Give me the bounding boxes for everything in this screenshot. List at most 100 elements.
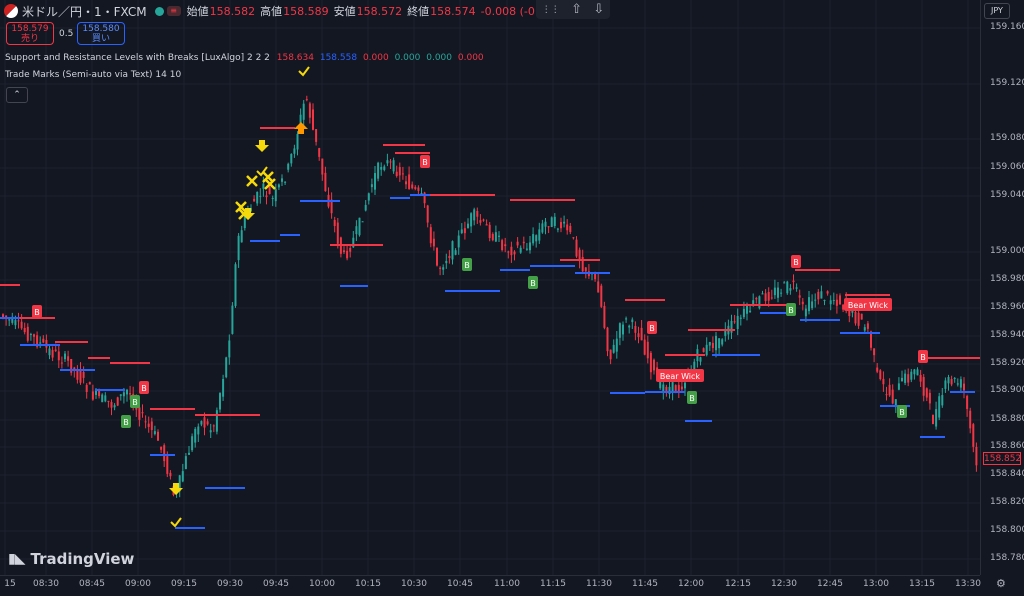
close-marker-icon bbox=[246, 175, 258, 187]
symbol-title[interactable]: 米ドル／円・1・FXCM bbox=[22, 4, 147, 19]
candle bbox=[330, 192, 333, 219]
candle bbox=[777, 281, 779, 303]
settings-gear-icon[interactable]: ⚙ bbox=[996, 577, 1006, 590]
currency-flag-icon bbox=[4, 4, 18, 18]
candle bbox=[646, 335, 649, 364]
arrow-up-marker-icon bbox=[294, 122, 308, 134]
candle bbox=[702, 347, 705, 353]
candle bbox=[907, 368, 910, 387]
check-marker-icon bbox=[170, 517, 182, 528]
svg-text:B: B bbox=[920, 353, 926, 362]
price-tick-label: 158.920 bbox=[990, 358, 1024, 368]
buy-price: 158.580 bbox=[82, 24, 120, 34]
tradingview-logo[interactable]: ▮◣ TradingView bbox=[8, 550, 134, 568]
candle bbox=[67, 350, 70, 367]
candle bbox=[91, 384, 94, 401]
candle bbox=[721, 338, 724, 347]
sell-button[interactable]: 158.579 売り bbox=[6, 22, 54, 45]
candle bbox=[913, 368, 916, 380]
buy-button[interactable]: 158.580 買い bbox=[77, 22, 125, 45]
candle bbox=[532, 227, 535, 246]
arrow-down-marker-icon bbox=[241, 208, 255, 220]
candle bbox=[637, 326, 640, 344]
candle bbox=[767, 287, 770, 307]
candle bbox=[609, 349, 612, 365]
svg-text:Bear Wick: Bear Wick bbox=[848, 301, 889, 310]
price-tick-label: 159.060 bbox=[990, 162, 1024, 172]
candle bbox=[761, 290, 764, 295]
candle bbox=[975, 442, 978, 472]
arrow-down-marker-icon bbox=[169, 483, 183, 495]
candle bbox=[783, 280, 786, 284]
visibility-icon[interactable]: ≡ bbox=[166, 6, 181, 16]
candle bbox=[240, 225, 243, 243]
arrow-down-icon[interactable]: ⇩ bbox=[593, 2, 605, 17]
candle bbox=[225, 356, 228, 379]
candle bbox=[234, 262, 237, 308]
indicator-legend-trademarks[interactable]: Trade Marks (Semi-auto via Text) 14 10 bbox=[5, 70, 181, 80]
candle bbox=[104, 392, 107, 403]
svg-text:B: B bbox=[141, 384, 147, 393]
collapse-legend-button[interactable]: ⌃ bbox=[6, 87, 28, 103]
drag-handle-icon[interactable]: ⋮⋮ bbox=[541, 4, 560, 15]
candle bbox=[153, 425, 156, 436]
svg-text:B: B bbox=[530, 279, 536, 288]
candle bbox=[612, 339, 615, 354]
candle bbox=[826, 290, 829, 296]
candle bbox=[897, 377, 900, 391]
time-tick-label: 09:15 bbox=[171, 579, 197, 589]
candle bbox=[504, 237, 507, 253]
arrow-up-icon[interactable]: ⇧ bbox=[571, 2, 582, 17]
candle bbox=[910, 368, 913, 383]
price-axis[interactable] bbox=[980, 0, 1024, 575]
candle bbox=[364, 200, 367, 212]
time-tick-label: 09:00 bbox=[125, 579, 151, 589]
candle bbox=[426, 204, 429, 228]
time-axis[interactable] bbox=[0, 575, 980, 596]
candle bbox=[935, 401, 938, 430]
indicator-legend-sr[interactable]: Support and Resistance Levels with Break… bbox=[5, 53, 484, 63]
candle bbox=[188, 446, 190, 456]
currency-selector[interactable]: JPY bbox=[984, 3, 1010, 19]
candle bbox=[863, 324, 866, 333]
candle bbox=[293, 144, 296, 158]
candle bbox=[405, 175, 407, 190]
candle bbox=[215, 407, 218, 435]
candle bbox=[296, 131, 299, 156]
close-marker-icon bbox=[264, 178, 276, 190]
bear-b-marker: B bbox=[918, 350, 928, 363]
candle bbox=[157, 429, 159, 441]
candle bbox=[522, 236, 525, 249]
candle bbox=[516, 237, 519, 249]
candle bbox=[885, 386, 888, 401]
candle bbox=[801, 298, 804, 311]
candle bbox=[119, 394, 122, 401]
candle bbox=[770, 289, 773, 300]
high-value: 158.589 bbox=[283, 4, 329, 18]
candle bbox=[212, 424, 215, 433]
svg-text:B: B bbox=[788, 306, 794, 315]
candle bbox=[510, 241, 513, 263]
bear-b-marker: B bbox=[791, 255, 801, 268]
candle bbox=[963, 377, 965, 399]
indicator-name: Trade Marks (Semi-auto via Text) 14 10 bbox=[5, 70, 182, 80]
candle bbox=[445, 253, 448, 269]
chart-area[interactable]: B B B B B B B B B B B B B Bear Wick Bear Wick bbox=[0, 0, 980, 575]
candle bbox=[206, 418, 209, 426]
candle bbox=[606, 326, 609, 357]
candle bbox=[925, 387, 928, 402]
candle bbox=[631, 317, 634, 329]
candle bbox=[873, 348, 876, 363]
candle bbox=[383, 164, 386, 172]
buy-label: 買い bbox=[91, 34, 110, 44]
candle bbox=[64, 351, 66, 363]
candle bbox=[141, 404, 144, 418]
candle bbox=[665, 384, 668, 397]
candle bbox=[758, 295, 761, 310]
market-status-icon[interactable] bbox=[154, 6, 164, 16]
bear-wick-label: Bear Wick bbox=[656, 369, 704, 382]
time-tick-label: 13:00 bbox=[863, 579, 889, 589]
candle bbox=[773, 279, 776, 299]
candle bbox=[529, 236, 531, 254]
